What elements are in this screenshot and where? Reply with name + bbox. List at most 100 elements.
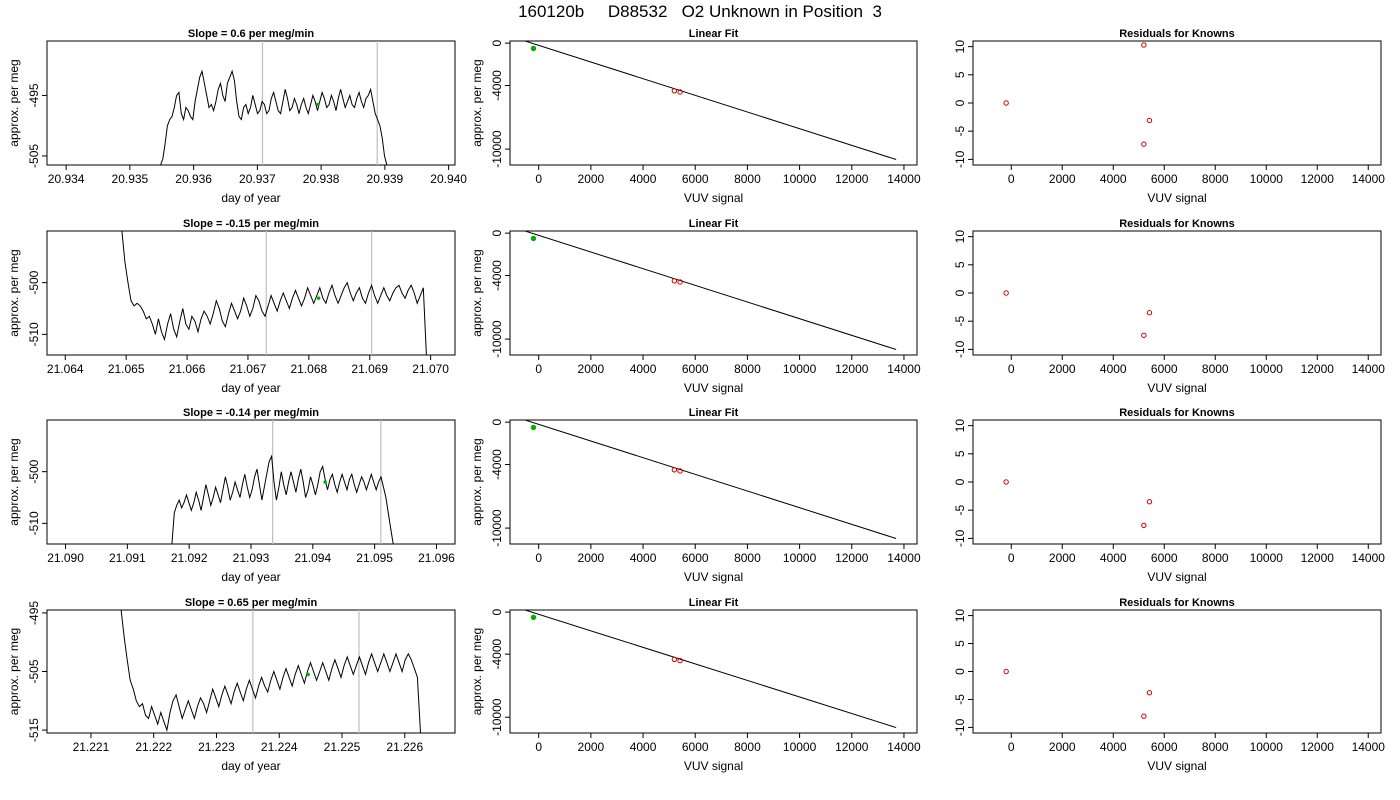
row1-residuals-data (1003, 42, 1153, 147)
x-tick-label: 4000 (630, 740, 657, 754)
y-tick-label: 0 (953, 289, 967, 296)
x-tick-label: 21.064 (47, 362, 84, 376)
x-tick-label: 21.092 (171, 551, 208, 565)
x-tick-label: 14000 (1352, 551, 1386, 565)
y-tick-label: -5 (953, 694, 967, 705)
y-tick-label: 10 (953, 230, 967, 244)
panel-title: Slope = -0.15 per meg/min (183, 218, 319, 230)
x-axis-label: VUV signal (1147, 570, 1206, 584)
row1-trace-data (160, 41, 388, 165)
x-tick-label: 12000 (835, 740, 869, 754)
x-tick-label: 20.938 (303, 172, 340, 186)
row1-fit-panel: Linear Fit 0 2000 4000 6000 8000 10000 12000 140… (470, 28, 921, 205)
x-tick-label: 21.091 (109, 551, 146, 565)
y-tick-label: -5 (953, 505, 967, 516)
x-tick-label: 2000 (578, 740, 605, 754)
y-tick-label: -10 (953, 718, 967, 736)
residual-point (1003, 479, 1009, 485)
x-tick-label: 14000 (1352, 740, 1386, 754)
panel-title: Linear Fit (689, 218, 739, 230)
x-tick-label: 6000 (682, 362, 709, 376)
x-tick-label: 21.221 (73, 740, 110, 754)
x-axis-label: VUV signal (684, 381, 743, 395)
row4-trace-data (120, 610, 421, 733)
plot-frame (972, 40, 1382, 166)
residual-point (1146, 499, 1153, 505)
x-tick-label: 14000 (1352, 172, 1386, 186)
x-tick-label: 21.067 (230, 362, 267, 376)
y-tick-label: 0 (490, 39, 504, 46)
panel-title: Linear Fit (689, 597, 739, 609)
row3-fit-panel: Linear Fit 0 2000 4000 6000 8000 10000 12000 140… (470, 407, 921, 584)
x-tick-label: 21.068 (290, 362, 327, 376)
x-tick-label: 10000 (783, 172, 817, 186)
x-tick-label: 21.069 (351, 362, 388, 376)
x-tick-label: 21.224 (261, 740, 298, 754)
x-tick-label: 10000 (1250, 172, 1284, 186)
known-point (677, 468, 683, 474)
x-tick-label: 14000 (887, 551, 921, 565)
x-tick-label: 4000 (630, 551, 657, 565)
y-tick-label: -515 (27, 718, 41, 742)
unknown-point (530, 45, 537, 52)
y-tick-label: -500 (27, 459, 41, 483)
row3-trace-panel: Slope = -0.14 per meg/min 21.090 21.091 21.… (7, 407, 456, 584)
x-tick-label: 2000 (1049, 551, 1076, 565)
panel-title: Residuals for Knowns (1119, 597, 1235, 609)
x-tick-label: 10000 (783, 362, 817, 376)
y-tick-label: -5 (953, 126, 967, 137)
plot-frame (972, 419, 1382, 545)
plot-frame (46, 40, 456, 166)
y-axis-label: approx. per meg (7, 628, 21, 715)
x-tick-label: 2000 (578, 362, 605, 376)
x-tick-label: 20.934 (48, 172, 85, 186)
y-tick-label: 10 (953, 40, 967, 54)
x-tick-label: 12000 (1301, 740, 1335, 754)
y-tick-label: 5 (953, 450, 967, 457)
y-tick-label: -505 (27, 659, 41, 683)
row3-fit-data (523, 420, 897, 540)
x-tick-label: 12000 (835, 551, 869, 565)
x-tick-label: 10000 (783, 551, 817, 565)
x-tick-label: 21.093 (233, 551, 270, 565)
y-tick-label: -5 (953, 316, 967, 327)
x-axis-label: day of year (221, 381, 280, 395)
x-tick-label: 12000 (835, 172, 869, 186)
x-axis-label: VUV signal (684, 759, 743, 773)
residual-point (1003, 668, 1009, 675)
x-tick-label: 6000 (682, 551, 709, 565)
x-tick-label: 0 (1008, 551, 1015, 565)
x-tick-label: 12000 (1301, 362, 1335, 376)
row2-trace-panel: Slope = -0.15 per meg/min 21.064 21.065 21.… (7, 218, 456, 395)
y-tick-label: 0 (490, 229, 504, 236)
x-tick-label: 6000 (682, 172, 709, 186)
y-tick-label: -510 (27, 511, 41, 535)
x-axis-label: day of year (221, 191, 280, 205)
y-tick-label: -500 (27, 270, 41, 294)
panel-title: Residuals for Knowns (1119, 218, 1235, 230)
plot-frame (509, 230, 918, 356)
x-tick-label: 0 (1008, 172, 1015, 186)
x-tick-label: 6000 (682, 740, 709, 754)
plot-frame (509, 419, 918, 545)
row2-fit-panel: Linear Fit 0 2000 4000 6000 8000 10000 12000 140… (470, 218, 921, 395)
x-tick-label: 2000 (1049, 172, 1076, 186)
data-trace (160, 69, 388, 165)
x-tick-label: 21.070 (412, 362, 449, 376)
x-tick-label: 4000 (1100, 740, 1127, 754)
x-tick-label: 12000 (1301, 172, 1335, 186)
row4-fit-data (523, 610, 897, 729)
x-tick-label: 12000 (1301, 551, 1335, 565)
y-tick-label: -495 (27, 83, 41, 107)
y-tick-label: -10 (953, 340, 967, 358)
x-tick-label: 8000 (1202, 740, 1229, 754)
x-tick-label: 8000 (734, 362, 761, 376)
x-tick-label: 8000 (1202, 172, 1229, 186)
x-tick-label: 2000 (578, 172, 605, 186)
unknown-point (530, 424, 537, 431)
x-tick-label: 21.225 (324, 740, 361, 754)
x-tick-label: 6000 (1151, 362, 1178, 376)
known-point (671, 278, 678, 284)
x-tick-label: 14000 (1352, 362, 1386, 376)
